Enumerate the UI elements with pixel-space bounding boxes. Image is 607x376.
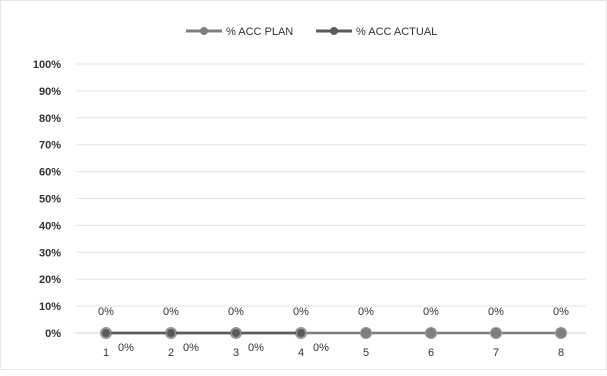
x-tick-label: 6 <box>428 347 434 359</box>
data-label: 0% <box>98 306 114 318</box>
data-label: 0% <box>228 306 244 318</box>
data-label: 0% <box>118 342 134 354</box>
legend-label: % ACC ACTUAL <box>356 26 437 38</box>
data-labels: 0% 0% 0% 0% 0% 0% 0% 0% 0% 0% 0% 0% <box>98 306 569 354</box>
x-tick-label: 2 <box>168 347 174 359</box>
y-tick-label: 20% <box>39 274 61 286</box>
y-tick-label: 100% <box>33 59 61 71</box>
legend: % ACC PLAN % ACC ACTUAL <box>186 26 437 38</box>
legend-swatch-marker <box>200 27 208 35</box>
legend-swatch-marker <box>330 27 338 35</box>
data-label: 0% <box>358 306 374 318</box>
data-point <box>231 328 241 338</box>
x-tick-label: 7 <box>493 347 499 359</box>
legend-label: % ACC PLAN <box>226 26 293 38</box>
y-tick-label: 80% <box>39 113 61 125</box>
data-label: 0% <box>313 342 329 354</box>
data-label: 0% <box>293 306 309 318</box>
x-tick-label: 5 <box>363 347 369 359</box>
y-axis-ticks: 0% 10% 20% 30% 40% 50% 60% 70% 80% 90% 100% <box>33 59 61 340</box>
data-label: 0% <box>248 342 264 354</box>
y-tick-label: 90% <box>39 86 61 98</box>
y-tick-label: 70% <box>39 140 61 152</box>
y-tick-label: 10% <box>39 301 61 313</box>
y-tick-label: 60% <box>39 167 61 179</box>
y-tick-label: 40% <box>39 220 61 232</box>
x-axis-ticks: 1 2 3 4 5 6 7 8 <box>103 347 564 359</box>
data-label: 0% <box>553 306 569 318</box>
data-label: 0% <box>183 342 199 354</box>
data-point <box>555 327 567 339</box>
gridlines <box>76 63 586 334</box>
y-tick-label: 0% <box>45 328 61 340</box>
x-tick-label: 1 <box>103 347 109 359</box>
y-tick-label: 50% <box>39 194 61 206</box>
data-point <box>360 327 372 339</box>
data-point <box>490 327 502 339</box>
data-point <box>296 328 306 338</box>
y-tick-label: 30% <box>39 247 61 259</box>
x-tick-label: 4 <box>298 347 304 359</box>
data-label: 0% <box>488 306 504 318</box>
data-label: 0% <box>163 306 179 318</box>
x-tick-label: 3 <box>233 347 239 359</box>
x-tick-label: 8 <box>558 347 564 359</box>
data-point <box>425 327 437 339</box>
series-layer <box>100 327 567 339</box>
data-label: 0% <box>423 306 439 318</box>
data-point <box>101 328 111 338</box>
data-point <box>166 328 176 338</box>
